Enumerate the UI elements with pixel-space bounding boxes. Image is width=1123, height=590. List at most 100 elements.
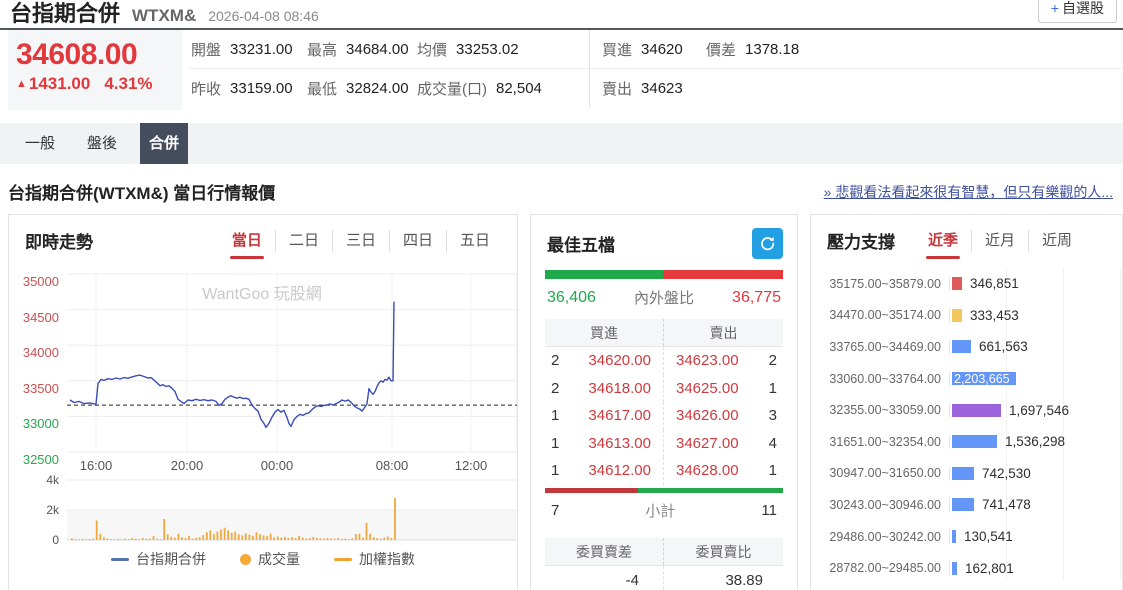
chart-legend: 台指期合併 成交量 加權指數: [9, 549, 517, 569]
quote-of-day-link[interactable]: » 悲觀看法看起來很有智慧，但只有樂觀的人...: [823, 183, 1113, 200]
pressure-row: 33765.00~34469.00 661,563: [811, 331, 1122, 363]
session-tab-合併[interactable]: 合併: [140, 123, 188, 164]
period-tab-二日[interactable]: 二日: [274, 229, 332, 252]
add-watchlist-button[interactable]: + 自選股: [1037, 0, 1117, 23]
ask-price: 34627.00: [676, 434, 739, 452]
symbol-code: WTXM&: [132, 6, 197, 25]
bar-value: 1,536,298: [1005, 434, 1066, 450]
header-divider: [0, 28, 1123, 30]
bar-value: 741,478: [982, 497, 1031, 513]
volume-bar: [952, 435, 997, 449]
bar-zone: 741,478: [949, 497, 1122, 513]
pressure-tab-近周[interactable]: 近周: [1028, 229, 1085, 252]
price-range-label: 35175.00~35879.00: [829, 276, 941, 291]
inner-outer-bar: [545, 270, 783, 279]
bar-value: 333,453: [970, 307, 1019, 323]
volume-chart: 4k 2k 0: [9, 473, 517, 547]
bar-value: 661,563: [979, 339, 1028, 355]
orderbook-row: 1 34612.00 34628.00 1: [545, 457, 783, 485]
pressure-tab-近月[interactable]: 近月: [971, 229, 1028, 252]
stat-label: 昨收: [191, 81, 222, 98]
grid-line: [1006, 268, 1007, 580]
quote-datetime: 2026-04-08 08:46: [208, 8, 319, 24]
legend-item-加權指數[interactable]: 加權指數: [334, 549, 415, 569]
pressure-row: 33060.00~33764.00 2,203,665: [811, 363, 1122, 395]
ask-header: 賣出: [709, 325, 738, 341]
bid-ask-ratio-bar: [545, 487, 783, 493]
bar-value: 130,541: [964, 529, 1013, 545]
volume-bar: [952, 561, 957, 575]
bid-subtotal: 7: [551, 501, 560, 519]
bar-value: 1,697,546: [1009, 402, 1070, 418]
legend-item-台指期合併[interactable]: 台指期合併: [111, 549, 206, 569]
ratio-header: 委買賣比: [695, 543, 752, 560]
pressure-panel: 壓力支撐 近季 近月 近周 35175.00~35879.00 346,851 3447…: [810, 214, 1123, 590]
quote-band: 34608.00 ▲ 1431.00 4.31% 開盤 33231.00 最高 34684…: [0, 30, 1123, 110]
intraday-head: 即時走勢 當日 二日 三日 四日 五日: [9, 215, 517, 262]
pressure-tab-近季[interactable]: 近季: [915, 230, 971, 259]
orderbook-title: 最佳五檔: [547, 236, 615, 255]
ratio-value: 38.89: [725, 571, 763, 589]
ask-qty: 1: [768, 462, 777, 480]
ask-qty: 2: [768, 352, 777, 370]
price-box: 34608.00 ▲ 1431.00 4.31%: [8, 30, 182, 110]
stat-label: 開盤: [191, 41, 222, 59]
bid-price: 34618.00: [588, 379, 651, 397]
bar-zone: 1,697,546: [949, 402, 1122, 418]
inner-bar: [545, 270, 664, 279]
stat-cell: 最低 32824.00: [305, 69, 415, 108]
bid-price: 34617.00: [588, 407, 651, 425]
price-change: ▲ 1431.00 4.31%: [16, 74, 182, 94]
orderbook-panel: 最佳五檔 36,406 內外盤比 36,775 買進 賣出 2 34620.00 3…: [530, 214, 798, 590]
orderbook-table-head: 買進 賣出: [545, 319, 783, 347]
y-tick-label: 34000: [22, 345, 59, 361]
stat-cell: 價差 1378.18: [704, 30, 1123, 69]
stat-value: 1378.18: [745, 40, 800, 58]
bar-value: 162,801: [965, 560, 1014, 576]
price-range-label: 30243.00~30946.00: [829, 497, 941, 512]
ask-price: 34626.00: [676, 407, 739, 425]
price-range-label: 33765.00~34469.00: [829, 339, 941, 354]
bid-qty: 1: [551, 462, 560, 480]
intraday-title: 即時走勢: [25, 233, 93, 252]
volume-bar: 2,203,665: [952, 372, 1016, 386]
bid-price: 34620.00: [588, 352, 651, 370]
price-chart: 35000 34500 34000 33500 33000 32500 WantGoo 玩…: [9, 270, 518, 476]
refresh-button[interactable]: [752, 228, 783, 259]
ask-subtotal: 11: [761, 501, 777, 519]
pressure-title: 壓力支撐: [827, 233, 895, 252]
y-tick-label: 33000: [22, 416, 59, 432]
ask-qty: 3: [768, 407, 777, 425]
bar-value: 742,530: [982, 465, 1031, 481]
stat-label: 賣出: [602, 81, 633, 98]
ask-ratio-bar: [637, 487, 783, 493]
stat-value: 34620: [641, 40, 683, 58]
pressure-rows: 35175.00~35879.00 346,851 34470.00~35174.0…: [811, 262, 1122, 584]
volume-chart-body: [67, 478, 517, 542]
period-tab-四日[interactable]: 四日: [388, 229, 446, 252]
intraday-panel: 即時走勢 當日 二日 三日 四日 五日 35000 34500 34000 33500 3300…: [8, 214, 518, 590]
pressure-row: 31651.00~32354.00 1,536,298: [811, 426, 1122, 458]
stat-cell: [704, 69, 1123, 108]
period-tab-五日[interactable]: 五日: [445, 229, 503, 252]
orderbook-row: 1 34613.00 34627.00 4: [545, 429, 783, 457]
ask-price: 34625.00: [676, 379, 739, 397]
inner-outer-row: 36,406 內外盤比 36,775: [531, 279, 797, 317]
period-tabs: 當日 二日 三日 四日 五日: [219, 229, 503, 259]
outer-bar: [663, 270, 783, 279]
period-tab-當日[interactable]: 當日: [219, 230, 275, 259]
net-diff-header: 委買賣差: [545, 537, 664, 565]
volume-bar: [952, 530, 956, 544]
session-tab-一般[interactable]: 一般: [24, 135, 55, 152]
summary-head: 委買賣差 委買賣比: [545, 537, 783, 566]
session-tab-盤後[interactable]: 盤後: [86, 135, 117, 152]
legend-item-成交量[interactable]: 成交量: [240, 549, 300, 569]
pressure-row: 30947.00~31650.00 742,530: [811, 458, 1122, 490]
volume-bar: [952, 277, 962, 291]
stat-cell: 成交量(口) 82,504: [415, 69, 589, 108]
price-x-axis: 16:00 20:00 00:00 08:00 12:00: [67, 456, 517, 476]
bid-price: 34612.00: [588, 462, 651, 480]
bid-ratio-bar: [545, 487, 638, 493]
period-tab-三日[interactable]: 三日: [331, 229, 389, 252]
section-title: 台指期合併(WTXM&) 當日行情報價: [8, 184, 276, 203]
